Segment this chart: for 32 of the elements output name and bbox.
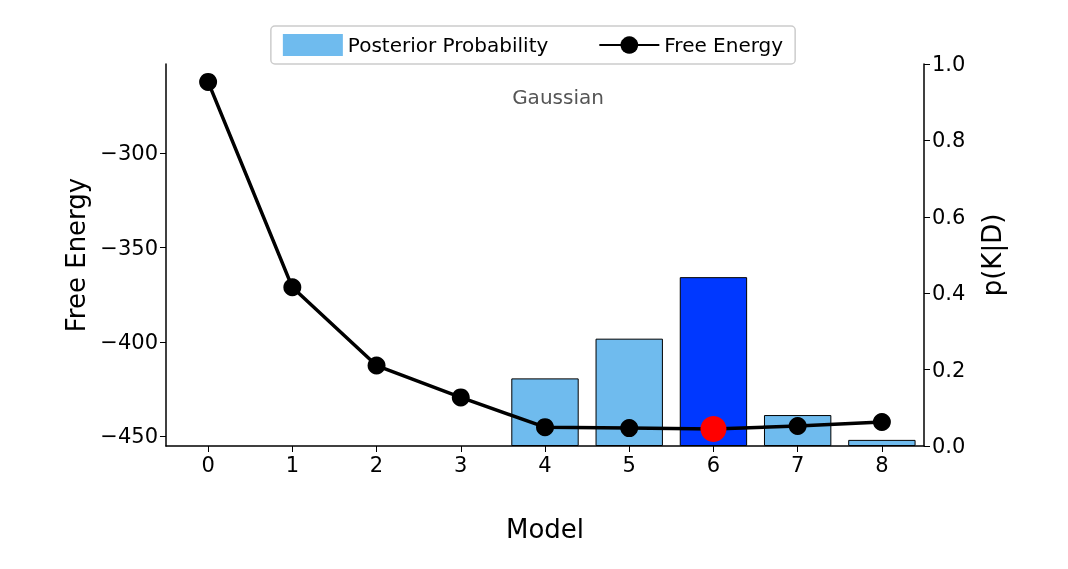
legend-label: Free Energy [664, 33, 784, 57]
y2-tick-label: 0.6 [932, 204, 966, 229]
x-tick-label: 1 [285, 452, 300, 477]
point [199, 72, 218, 91]
legend-label: Posterior Probability [347, 33, 549, 57]
y2-axis-title: p(K|D) [977, 213, 1008, 297]
x-tick-label: 5 [622, 452, 636, 477]
point [620, 419, 639, 438]
y-tick-label: −450 [100, 424, 158, 449]
point [872, 413, 891, 432]
y2-tick-label: 0.8 [932, 128, 966, 153]
x-tick-label: 0 [201, 452, 215, 477]
y2-tick-label: 0.0 [932, 434, 966, 458]
y-axis-title: Free Energy [61, 177, 92, 333]
text: Gaussian [512, 85, 604, 109]
x-tick-label: 8 [875, 452, 889, 477]
x-tick-label: 6 [706, 452, 721, 477]
x-tick-label: 7 [790, 452, 805, 477]
y-tick-label: −400 [100, 329, 158, 354]
point [367, 356, 386, 375]
x-tick-label: 2 [369, 452, 384, 477]
point [283, 278, 302, 297]
x-axis-title: Model [505, 514, 585, 544]
point [451, 388, 470, 407]
y-tick-label: −300 [100, 141, 158, 166]
y2-tick-label: 0.4 [932, 281, 966, 306]
y-tick-label: −350 [100, 235, 158, 260]
x-tick-label: 4 [538, 452, 552, 477]
y2-tick-label: 1.0 [932, 52, 966, 76]
x-tick-label: 3 [454, 452, 468, 477]
y2-tick-label: 0.2 [932, 357, 966, 382]
point [536, 418, 554, 437]
